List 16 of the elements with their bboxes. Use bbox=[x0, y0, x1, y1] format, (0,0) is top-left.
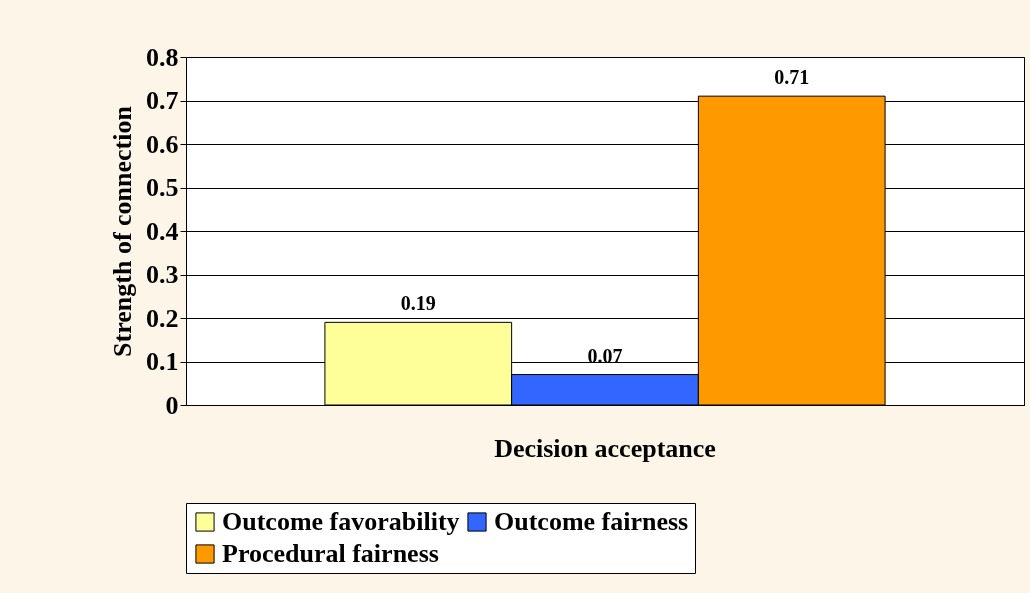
y-axis-title: Strength of connection bbox=[108, 105, 137, 357]
y-tick-label: 0.2 bbox=[146, 303, 179, 333]
y-tick-label: 0.4 bbox=[146, 216, 179, 246]
legend-label: Outcome fairness bbox=[494, 507, 689, 536]
y-tick-label: 0.3 bbox=[146, 260, 179, 289]
data-label: 0.19 bbox=[400, 292, 436, 315]
y-tick-label: 0.5 bbox=[146, 173, 179, 202]
y-tick-label: 0.7 bbox=[146, 86, 179, 115]
y-tick-label: 0.8 bbox=[146, 42, 179, 72]
y-tick-label: 0 bbox=[165, 390, 179, 420]
legend-label: Outcome favorability bbox=[222, 507, 460, 536]
y-tick-label: 0.6 bbox=[146, 129, 179, 159]
y-tick-label: 0.1 bbox=[146, 347, 179, 376]
x-tick-label: Decision acceptance bbox=[494, 433, 716, 463]
legend-label: Procedural fairness bbox=[222, 539, 439, 568]
data-label: 0.71 bbox=[774, 66, 810, 89]
